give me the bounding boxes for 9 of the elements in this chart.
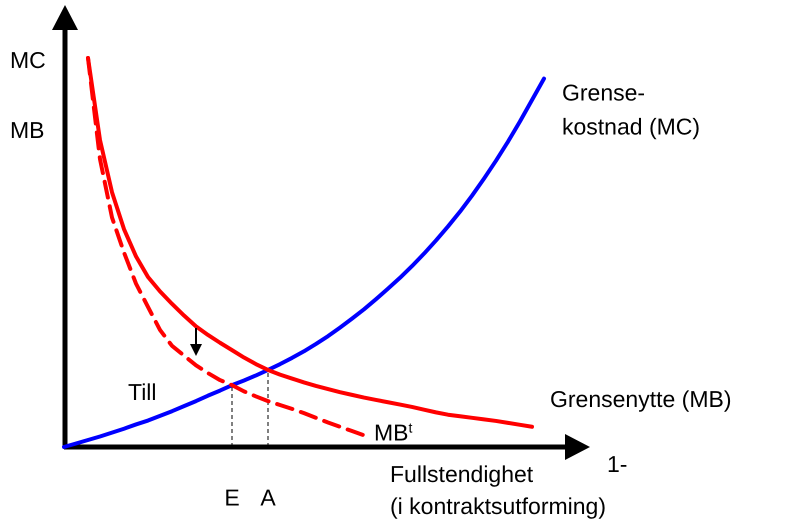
series-label: Grensenytte (MB) [550, 386, 732, 412]
series-label: MB$^{t}$ [374, 419, 412, 446]
x-tick-label: A [260, 484, 276, 510]
x-tick-label: E [224, 484, 240, 510]
annotation: Till [128, 379, 157, 405]
series-label: Grense- kostnad (MC) [562, 80, 700, 140]
text: MC MB [10, 47, 46, 143]
x-axis-title: Fullstendighet (i kontraktsutforming) [390, 461, 606, 519]
text: 1- [607, 451, 628, 477]
